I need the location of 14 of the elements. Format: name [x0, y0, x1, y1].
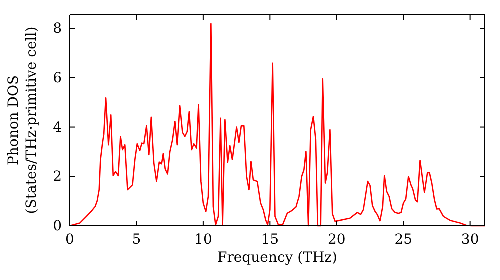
x-tick-label: 25 [394, 232, 413, 248]
y-tick-label: 0 [53, 218, 62, 234]
y-tick-label: 2 [53, 169, 62, 186]
y-axis-title: Phonon DOS (States/THz·primitive cell) [6, 26, 40, 214]
x-tick-label: 20 [328, 232, 346, 248]
y-tick-label: 4 [53, 120, 62, 136]
x-tick-label: 0 [66, 232, 74, 248]
y-tick-label: 8 [53, 21, 62, 38]
x-tick-label: 30 [461, 232, 480, 248]
y-tick-label: 6 [53, 70, 62, 86]
x-axis-title: Frequency (THz) [217, 250, 338, 266]
x-tick-label: 10 [194, 232, 212, 248]
x-tick-label: 15 [261, 232, 280, 248]
x-tick-label: 5 [132, 232, 142, 248]
